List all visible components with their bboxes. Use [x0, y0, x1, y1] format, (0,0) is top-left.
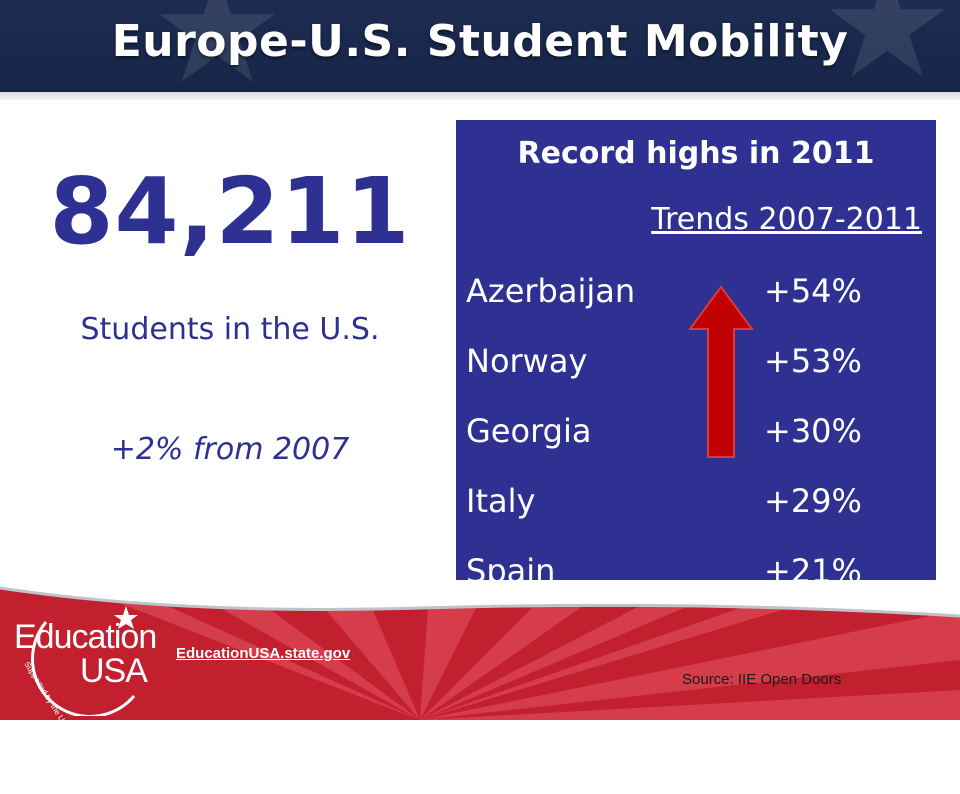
- change-value: +30%: [764, 412, 862, 450]
- header-band: ★ ★: [0, 0, 960, 92]
- total-students-number: 84,211: [49, 158, 411, 265]
- country-label: Norway: [466, 342, 588, 380]
- change-value: +53%: [764, 342, 862, 380]
- country-label: Georgia: [466, 412, 592, 450]
- panel-title: Record highs in 2011: [517, 136, 875, 171]
- trend-row: Azerbaijan +54%: [466, 272, 926, 312]
- logo-wordmark-line1: Education: [14, 618, 157, 656]
- footer-curve-decoration: [0, 580, 960, 618]
- change-value: +29%: [764, 482, 862, 520]
- footer-rays-decoration: [60, 580, 960, 720]
- star-decoration-icon: ★: [820, 0, 955, 92]
- trends-panel: Record highs in 2011 Trends 2007-2011 Az…: [456, 120, 936, 610]
- trends-subtitle: Trends 2007-2011: [651, 202, 922, 237]
- change-label: +2% from 2007: [110, 432, 350, 467]
- educationusa-logo-icon: [31, 606, 138, 716]
- country-label: Italy: [466, 482, 536, 520]
- trend-row: Norway +53%: [466, 342, 926, 382]
- trend-row: Italy +29%: [466, 482, 926, 522]
- change-value: +54%: [764, 272, 862, 310]
- logo-wordmark-line2: USA: [80, 652, 148, 690]
- up-arrow-icon: [688, 285, 754, 458]
- students-label: Students in the U.S.: [80, 312, 380, 347]
- educationusa-site-link[interactable]: EducationUSA.state.gov: [176, 645, 351, 662]
- star-decoration-icon: ★: [150, 0, 285, 92]
- footer-band: [0, 580, 960, 720]
- page-title: Europe-U.S. Student Mobility: [111, 16, 849, 67]
- trend-row: Georgia +30%: [466, 412, 926, 452]
- header-divider: [0, 92, 960, 100]
- source-note: Source: IIE Open Doors: [682, 671, 842, 688]
- country-label: Azerbaijan: [466, 272, 636, 310]
